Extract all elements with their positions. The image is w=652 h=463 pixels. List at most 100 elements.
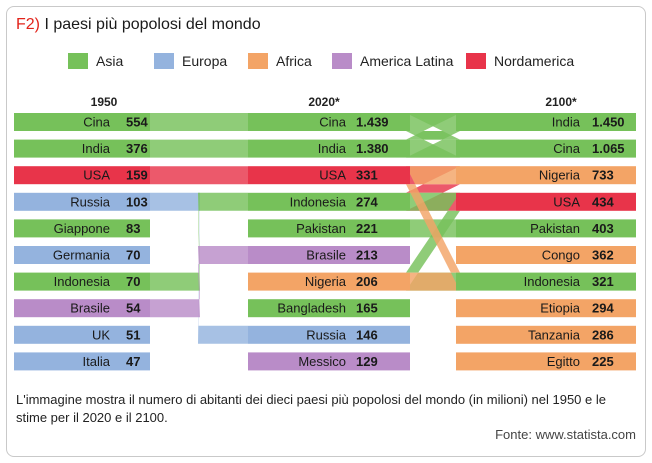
year-header-2100: 2100* (545, 95, 577, 109)
row-1950-uk-value: 51 (126, 327, 140, 342)
row-1950-cina-country: Cina (83, 115, 111, 130)
row-2100-congo-bar (456, 246, 636, 264)
row-2020-usa-value: 331 (356, 168, 378, 183)
row-2100-egitto-country: Egitto (547, 354, 580, 369)
row-2020-india-value: 1.380 (356, 141, 389, 156)
row-1950-germania-country: Germania (53, 248, 111, 263)
row-1950-italia-value: 47 (126, 354, 140, 369)
row-2020-bangladesh-bar (248, 299, 410, 318)
row-1950-giappone-value: 83 (126, 221, 140, 236)
row-1950-germania-bar (14, 246, 150, 264)
row-2020-indonesia-value: 274 (356, 194, 378, 209)
row-1950-cina-value: 554 (126, 115, 148, 130)
row-2100-tanzania-value: 286 (592, 327, 614, 342)
figure-title-text: I paesi più popolosi del mondo (44, 16, 261, 33)
connector-russia-0 (150, 192, 248, 344)
row-1950-giappone-country: Giappone (54, 221, 110, 236)
row-2100-india-bar (456, 113, 636, 131)
connectors (150, 113, 460, 344)
row-2100-cina-country: Cina (553, 141, 581, 156)
row-2100-egitto-bar (456, 352, 636, 371)
row-2020-india-country: India (318, 141, 347, 156)
row-2100-india-value: 1.450 (592, 115, 625, 130)
connector-nigeria-1 (406, 166, 460, 291)
row-2020-russia-value: 146 (356, 327, 378, 342)
connector-cina-0 (150, 113, 248, 131)
row-2100-pakistan-value: 403 (592, 221, 614, 236)
row-2100-tanzania-bar (456, 325, 636, 344)
row-2020-usa-country: USA (319, 168, 346, 183)
legend-label-africa: Africa (276, 53, 312, 69)
row-2020-brasile-country: Brasile (306, 248, 346, 263)
figure-source: Fonte: www.statista.com (495, 427, 636, 442)
connector-usa-0 (150, 166, 248, 185)
row-2020-pakistan-value: 221 (356, 221, 378, 236)
row-1950-giappone-bar (14, 219, 150, 238)
row-1950-usa-country: USA (83, 168, 110, 183)
row-1950-uk-country: UK (92, 327, 110, 342)
row-1950-cina-bar (14, 113, 150, 131)
figure-caption: L'immagine mostra il numero di abitanti … (16, 392, 606, 425)
row-2020-indonesia-bar (248, 192, 410, 211)
row-2020-indonesia-country: Indonesia (290, 194, 347, 209)
row-1950-brasile-value: 54 (126, 301, 141, 316)
row-1950-usa-value: 159 (126, 168, 148, 183)
connector-indonesia-0 (150, 192, 248, 291)
row-2020-nigeria-value: 206 (356, 274, 378, 289)
row-2020-usa-bar (248, 166, 410, 185)
row-2100-egitto-value: 225 (592, 354, 614, 369)
row-1950-germania-value: 70 (126, 248, 140, 263)
row-2020-messico-value: 129 (356, 354, 378, 369)
row-2100-etiopia-bar (456, 299, 636, 318)
year-header-1950: 1950 (91, 95, 118, 109)
row-2100-congo-value: 362 (592, 248, 614, 263)
row-1950-india-value: 376 (126, 141, 148, 156)
legend-label-nordamerica: Nordamerica (494, 53, 574, 69)
legend-swatch-asia (68, 53, 88, 69)
row-2020-nigeria-country: Nigeria (305, 274, 347, 289)
row-2020-cina-bar (248, 113, 410, 131)
row-1950-india-bar (14, 139, 150, 158)
row-2020-nigeria-bar (248, 272, 410, 291)
row-2100-tanzania-country: Tanzania (528, 327, 581, 342)
row-1950-italia-bar (14, 352, 150, 371)
bump-chart: Asia Europa Africa America Latina Nordameric… (14, 53, 636, 371)
row-2100-nigeria-country: Nigeria (539, 168, 581, 183)
connector-india-0 (150, 139, 248, 158)
row-2100-usa-value: 434 (592, 194, 614, 209)
row-2020-brasile-bar (248, 246, 410, 264)
row-2020-pakistan-bar (248, 219, 410, 238)
row-1950-usa-bar (14, 166, 150, 185)
row-1950-brasile-bar (14, 299, 150, 318)
legend-swatch-africa (248, 53, 268, 69)
legend-label-asia: Asia (96, 53, 123, 69)
legend-swatch-europa (154, 53, 174, 69)
row-2020-cina-value: 1.439 (356, 115, 389, 130)
row-1950-india-country: India (82, 141, 111, 156)
figure-title: F2) I paesi più popolosi del mondo (16, 16, 261, 34)
row-2020-brasile-value: 213 (356, 248, 378, 263)
row-2020-russia-bar (248, 325, 410, 344)
row-2020-messico-bar (248, 352, 410, 371)
legend-swatch-nordamerica (466, 53, 486, 69)
connector-brasile-0 (150, 246, 248, 318)
row-2100-usa-bar (456, 192, 636, 211)
row-2100-indonesia-value: 321 (592, 274, 614, 289)
row-2020-cina-country: Cina (319, 115, 347, 130)
row-2100-indonesia-bar (456, 272, 636, 291)
row-1950-uk-bar (14, 325, 150, 344)
year-header-2020: 2020* (308, 95, 340, 109)
row-1950-russia-bar (14, 192, 150, 211)
row-2100-nigeria-bar (456, 166, 636, 185)
row-1950-indonesia-value: 70 (126, 274, 140, 289)
row-2100-cina-bar (456, 139, 636, 158)
legend-label-europa: Europa (182, 53, 227, 69)
row-2100-indonesia-country: Indonesia (524, 274, 581, 289)
legend-swatch-america-latina (332, 53, 352, 69)
row-2100-pakistan-country: Pakistan (530, 221, 580, 236)
row-1950-indonesia-country: Indonesia (54, 274, 111, 289)
row-2100-cina-value: 1.065 (592, 141, 625, 156)
row-1950-russia-value: 103 (126, 194, 148, 209)
connector-india-1 (406, 113, 460, 158)
row-2100-etiopia-country: Etiopia (540, 301, 581, 316)
